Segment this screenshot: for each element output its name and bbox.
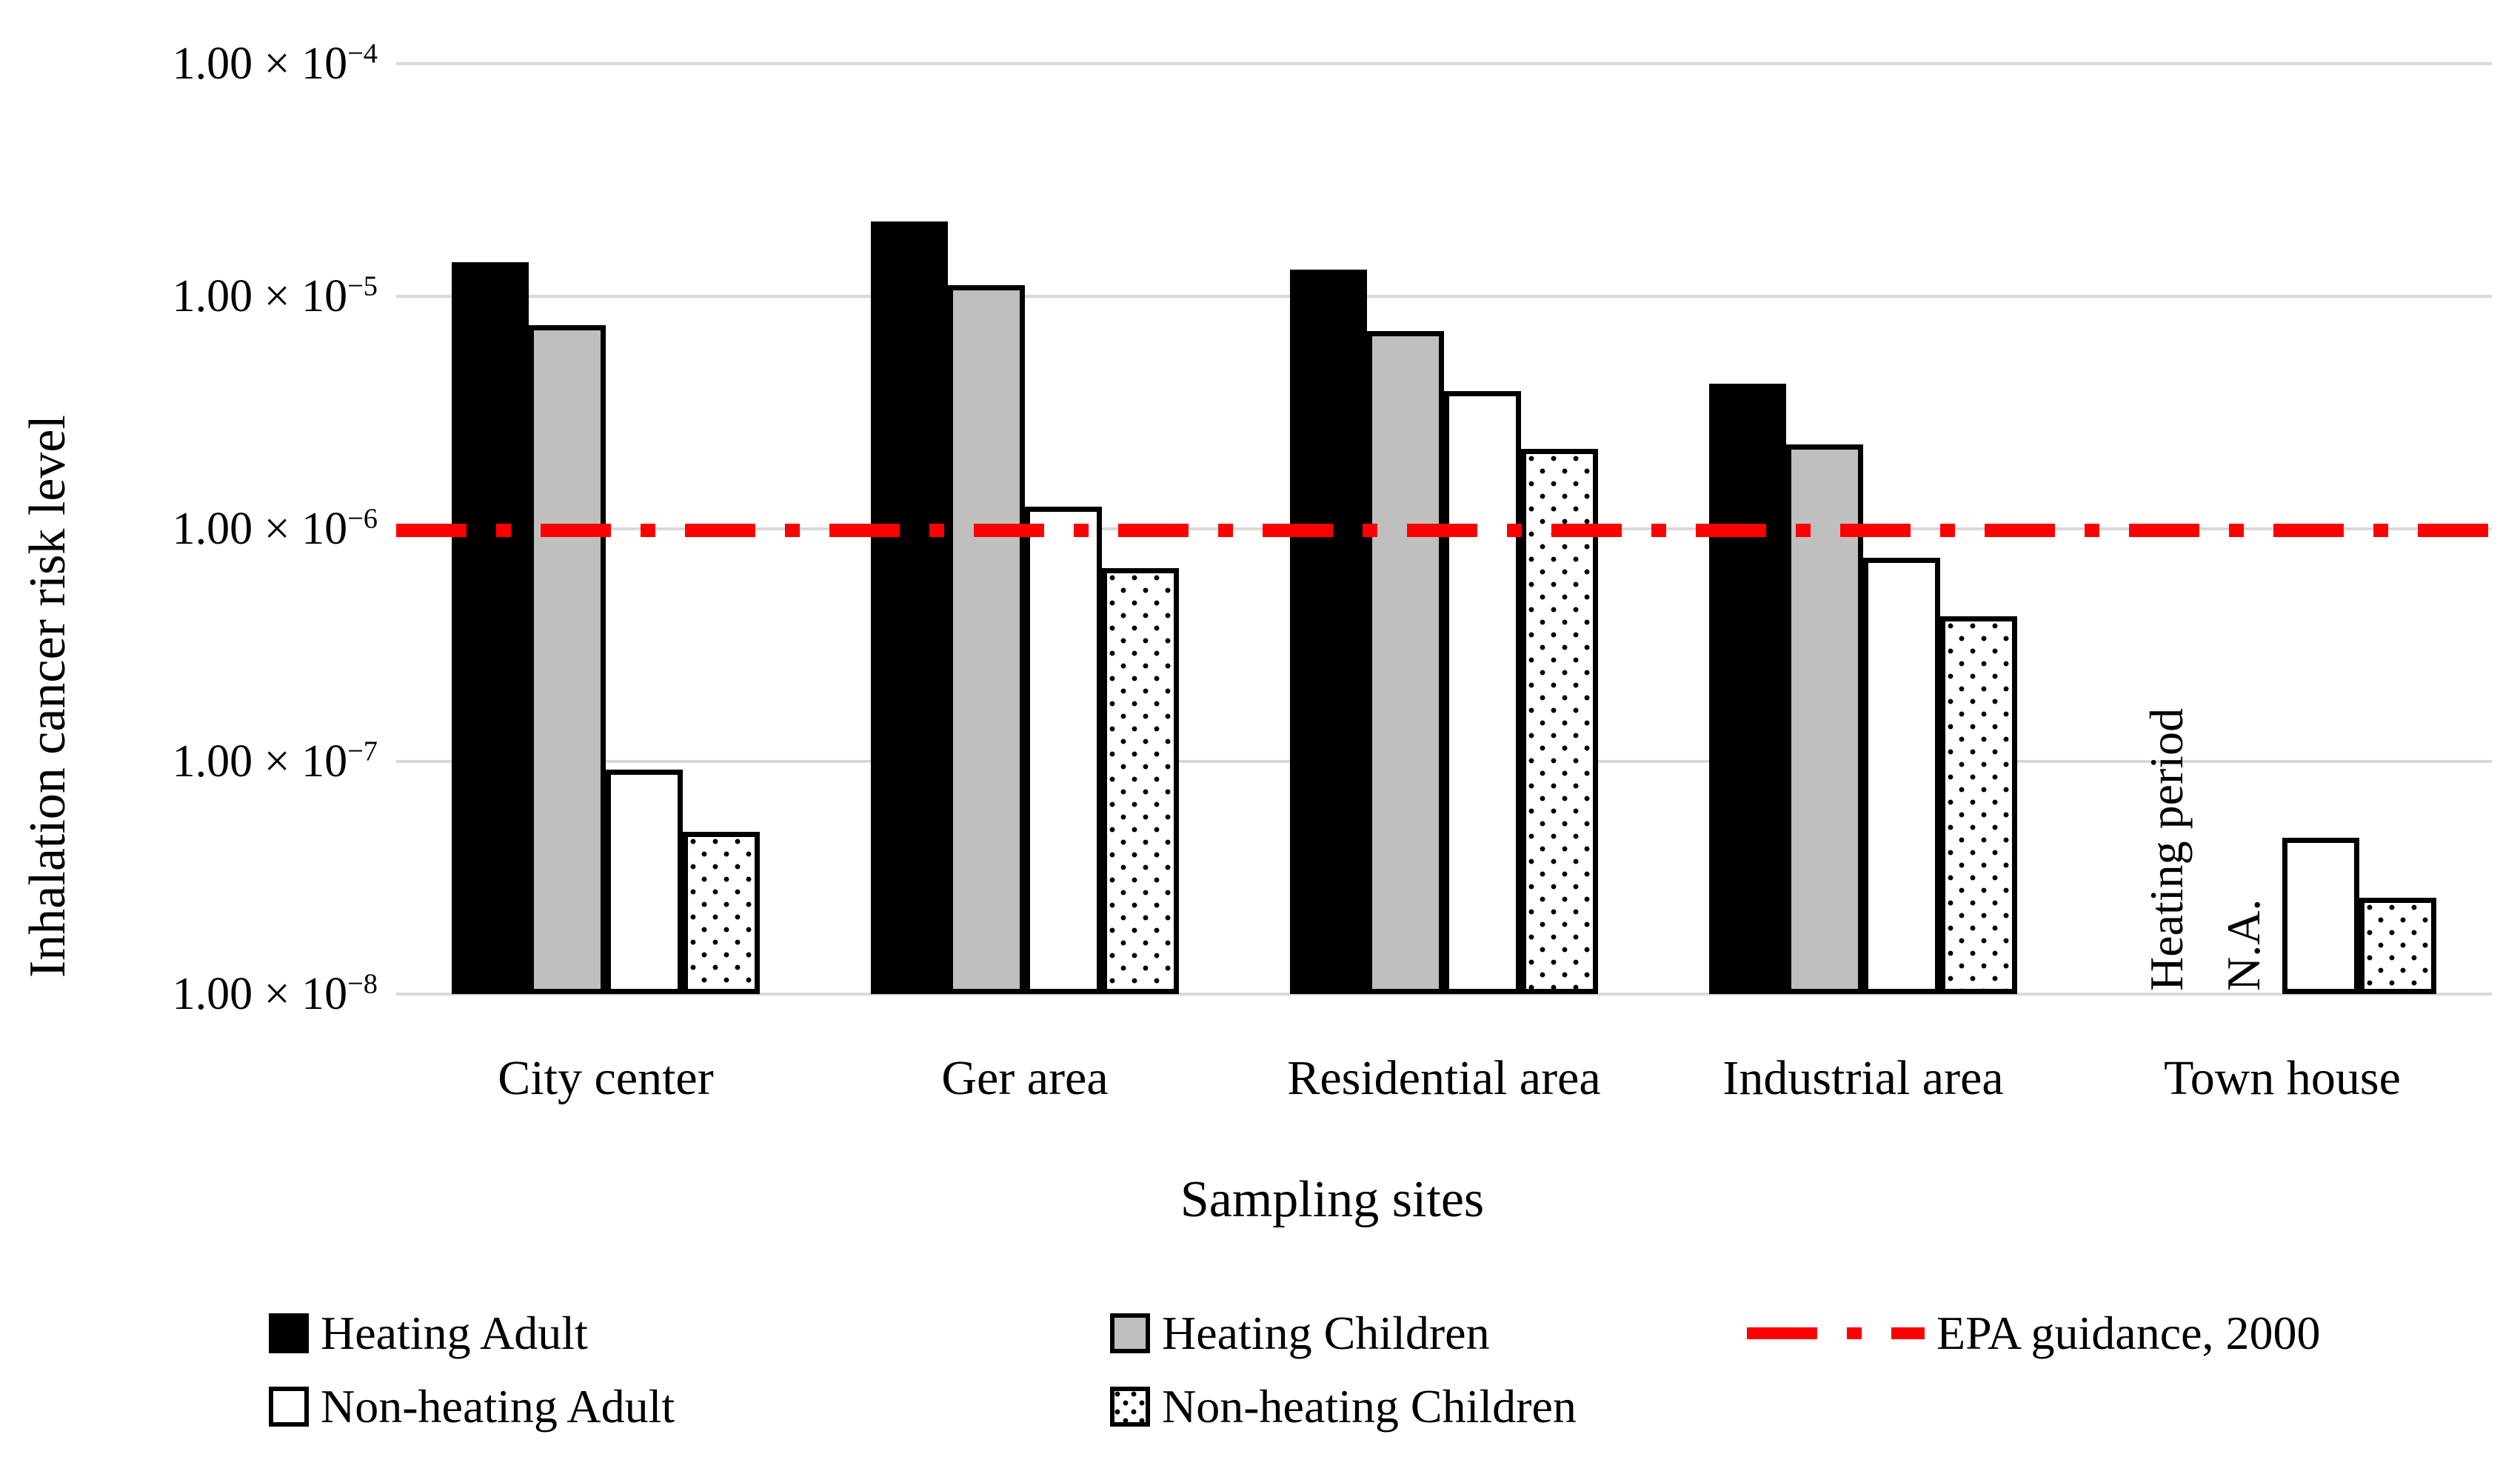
gridline (396, 62, 2492, 65)
legend-label: Heating Children (1162, 1307, 1490, 1359)
x-axis-title: Sampling sites (1180, 1171, 1485, 1228)
x-category-label: Ger area (941, 1051, 1109, 1105)
y-tick-label: 1.00 × 10−5 (104, 264, 378, 329)
bar-non-heating-children-3 (1521, 449, 1598, 994)
legend-item-non-heating-adult: Non-heating Adult (269, 1380, 675, 1433)
x-category-label: City center (498, 1051, 714, 1105)
y-tick-label: 1.00 × 10−8 (104, 961, 378, 1027)
bar-heating-adult-2 (871, 221, 948, 994)
y-tick-exponent: −4 (347, 38, 378, 70)
bar-non-heating-children-5 (2359, 897, 2436, 994)
y-tick-base: 1.00 × 10 (172, 504, 348, 554)
y-tick-label: 1.00 × 10−7 (104, 729, 378, 794)
gridline (396, 295, 2492, 298)
y-axis-title: Inhalation cancer risk level (19, 415, 76, 978)
epa-reference-line (396, 524, 2492, 537)
legend-label: Non-heating Children (1162, 1380, 1577, 1433)
epa-guidance-line-swatch (1747, 1327, 1925, 1339)
legend-item-non-heating-children: Non-heating Children (1110, 1380, 1577, 1433)
y-tick-base: 1.00 × 10 (172, 969, 348, 1019)
y-tick-base: 1.00 × 10 (172, 736, 348, 787)
x-category-label: Industrial area (1722, 1051, 2004, 1105)
legend-item-heating-children: Heating Children (1110, 1307, 1490, 1359)
y-tick-exponent: −5 (347, 270, 378, 302)
bar-heating-adult-4 (1709, 384, 1786, 994)
bar-heating-children-2 (948, 284, 1025, 994)
y-tick-exponent: −8 (347, 968, 378, 1000)
bar-non-heating-children-1 (683, 831, 760, 994)
y-tick-exponent: −6 (347, 503, 378, 535)
bar-non-heating-children-4 (1940, 616, 2017, 994)
y-tick-base: 1.00 × 10 (172, 271, 348, 321)
heating-children-swatch (1110, 1313, 1150, 1353)
legend-item-epa-guidance: EPA guidance, 2000 (1747, 1307, 2321, 1359)
gridline (396, 993, 2492, 996)
non-heating-children-swatch (1110, 1387, 1150, 1427)
y-tick-label: 1.00 × 10−4 (104, 31, 378, 96)
bar-heating-adult-1 (452, 262, 529, 994)
non-heating-adult-swatch (269, 1387, 309, 1427)
legend-label: Non-heating Adult (321, 1380, 675, 1433)
legend-label: EPA guidance, 2000 (1936, 1307, 2321, 1359)
bar-heating-adult-3 (1290, 270, 1367, 994)
bar-non-heating-children-2 (1102, 567, 1179, 994)
x-category-label: Residential area (1287, 1051, 1601, 1105)
bar-non-heating-adult-2 (1025, 506, 1102, 994)
bar-non-heating-adult-5 (2282, 837, 2359, 994)
y-tick-base: 1.00 × 10 (172, 39, 348, 89)
heating-adult-swatch (269, 1313, 309, 1353)
bar-heating-children-1 (529, 325, 606, 994)
bar-non-heating-adult-4 (1863, 558, 1940, 994)
y-tick-label: 1.00 × 10−6 (104, 496, 378, 561)
bar-heating-children-3 (1367, 330, 1444, 994)
bar-non-heating-adult-3 (1444, 391, 1521, 994)
annotation-heating-period: Heating period (2140, 707, 2193, 991)
bar-non-heating-adult-1 (606, 770, 683, 994)
annotation-n-a-: N.A. (2217, 898, 2270, 991)
y-tick-exponent: −7 (347, 736, 378, 767)
legend-label: Heating Adult (321, 1307, 588, 1359)
legend-item-heating-adult: Heating Adult (269, 1307, 588, 1359)
x-category-label: Town house (2164, 1051, 2401, 1105)
